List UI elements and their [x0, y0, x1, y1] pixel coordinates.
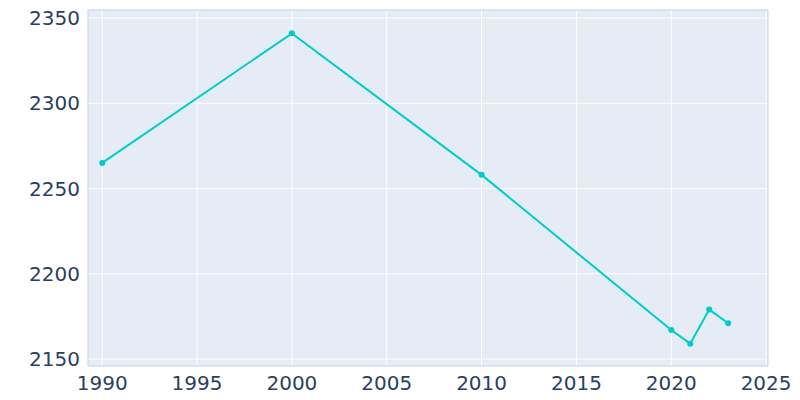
grid-line: [102, 10, 103, 366]
tick-label: 2150: [29, 347, 80, 371]
tick-label: 2025: [741, 371, 792, 395]
point: [725, 320, 731, 326]
tick-label: 2000: [266, 371, 317, 395]
tick-label: 2015: [551, 371, 602, 395]
tick-label: 2350: [29, 6, 80, 30]
grid-line: [88, 359, 768, 360]
point: [479, 172, 485, 178]
grid-line: [766, 10, 767, 366]
grid-line: [88, 273, 768, 274]
grid-line: [88, 188, 768, 189]
tick-label: 2010: [456, 371, 507, 395]
tick-label: 2300: [29, 91, 80, 115]
grid-line: [386, 10, 387, 366]
grid-line: [197, 10, 198, 366]
chart: 1990 1995 2000 2005 2010 2015 2020 2025 2150 2200…: [0, 0, 800, 400]
tick-label: 2005: [361, 371, 412, 395]
tick-label: 2200: [29, 262, 80, 286]
tick-label: 2250: [29, 177, 80, 201]
series: [99, 30, 731, 346]
tick-label: 1995: [172, 371, 223, 395]
point: [668, 327, 674, 333]
grid-line: [291, 10, 292, 366]
point: [289, 30, 295, 36]
grid-line: [481, 10, 482, 366]
point: [706, 307, 712, 313]
line: [102, 33, 728, 343]
grid-line: [671, 10, 672, 366]
grid-line: [88, 18, 768, 19]
grid-line: [576, 10, 577, 366]
point: [687, 341, 693, 347]
plot-background: [88, 10, 768, 366]
tick-label: 1990: [77, 371, 128, 395]
plot-frame: [88, 10, 768, 366]
tick-label: 2020: [646, 371, 697, 395]
point: [99, 160, 105, 166]
